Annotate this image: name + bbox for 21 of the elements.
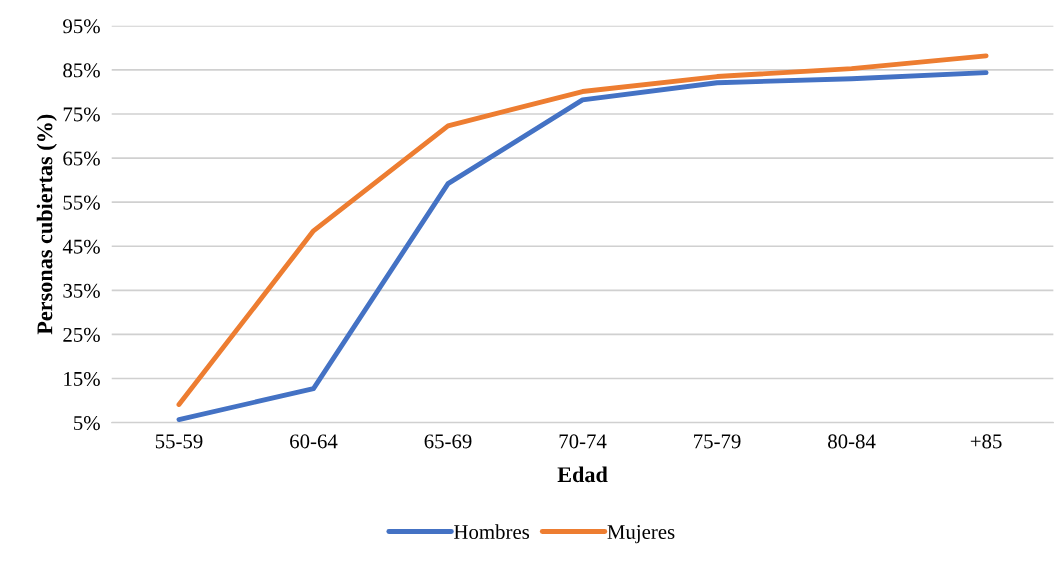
x-tick-label: 55-59 (155, 434, 203, 449)
legend-label: Hombres (454, 524, 530, 540)
y-tick-label: 15% (64, 371, 100, 387)
x-tick-label: 60-64 (290, 434, 338, 449)
y-tick-label: 95% (63, 19, 100, 34)
x-tick-label: 65-69 (424, 434, 472, 449)
y-tick-label: 35% (63, 283, 100, 298)
y-tick-label: 45% (62, 239, 100, 254)
x-tick-label: 70-74 (559, 434, 607, 449)
y-tick-label: 75% (63, 107, 100, 122)
x-axis-title: Edad (557, 466, 608, 483)
y-tick-label: 85% (63, 63, 100, 78)
y-tick-label: 65% (63, 151, 100, 166)
y-axis-title: Personas cubiertas (%) (36, 114, 57, 335)
y-tick-label: 25% (63, 327, 100, 342)
y-tick-label: 5% (74, 416, 100, 431)
y-tick-label: 55% (63, 195, 100, 210)
x-tick-label: 80-84 (828, 434, 876, 449)
legend-label: Mujeres (607, 525, 675, 544)
x-tick-label: +85 (970, 434, 1002, 449)
x-tick-label: 75-79 (694, 434, 741, 449)
